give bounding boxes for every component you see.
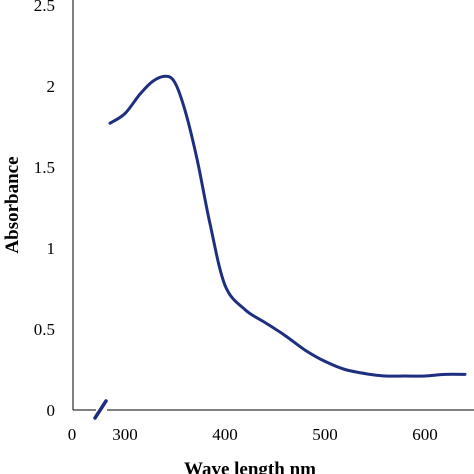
y-tick-label: 2 — [47, 77, 56, 96]
y-tick-label: 0 — [47, 401, 56, 420]
x-axis-title: Wave length nm — [184, 459, 316, 474]
x-tick-label: 500 — [312, 425, 338, 444]
x-tick-label: 300 — [112, 425, 138, 444]
y-axis-ticks: 0 0.5 1 1.5 2 2.5 — [34, 0, 55, 420]
y-tick-label: 2.5 — [34, 0, 55, 15]
y-tick-label: 1.5 — [34, 158, 55, 177]
x-tick-label: 400 — [212, 425, 238, 444]
y-tick-label: 1 — [47, 239, 56, 258]
series-layer — [108, 74, 467, 378]
y-tick-label: 0.5 — [34, 320, 55, 339]
x-origin-label: 0 — [68, 425, 77, 444]
y-axis-title: Absorbance — [2, 156, 23, 253]
absorbance-series-line — [108, 74, 467, 378]
x-tick-label: 600 — [412, 425, 438, 444]
x-axis-ticks: 300 400 500 600 — [112, 425, 438, 444]
axis-break-mark — [93, 399, 108, 420]
